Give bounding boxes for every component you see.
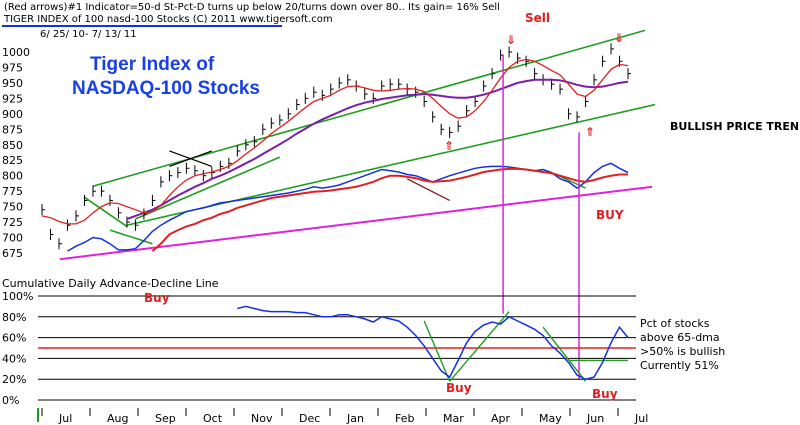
price-panel: 1000 975 950 925 900 875 850 825 800 775 750 725 700… [2,29,656,380]
pct-note-3: >50% is bullish [640,345,725,358]
x-tick-label: Apr [491,412,511,425]
ind-trend-up-1 [449,311,510,382]
x-axis: Jul Aug Sep Oct Nov Dec Jan Feb Mar Apr May Jun Jul [37,408,648,425]
x-tick-label: Oct [203,412,223,425]
buy-arrow-up-2: ⇑ [585,125,595,139]
short-trend-line-2 [109,229,153,245]
purple-moving-average [126,78,629,220]
bullish-price-trend-label: BULLISH PRICE TREND [670,120,800,133]
date-range: 6/ 25/ 10- 7/ 13/ 11 [40,29,137,40]
magenta-support-line [59,185,653,261]
x-tick-label: Aug [107,412,128,425]
ind-trend-down-1 [423,320,451,382]
x-tick-label: Jul [58,412,72,425]
price-y-tick: 875 [2,123,23,136]
lower-panel-title: Cumulative Daily Advance-Decline Line [2,277,219,290]
header-line-2: TIGER INDEX of 100 nasd-100 Stocks (C) 2… [3,14,333,25]
buy-arrow-up-1: ⇑ [444,139,454,153]
short-trend-line-1 [84,196,128,228]
indicator-y-tick: 100% [2,290,33,303]
pct-above-65dma-line [237,305,629,380]
price-y-tick: 900 [2,108,23,121]
x-tick-label: Sep [155,412,176,425]
x-tick-label: Mar [443,412,464,425]
price-y-tick: 975 [2,61,23,74]
x-tick-label: Jun [586,412,604,425]
buy-label-jun: Buy [592,387,618,401]
ad-decline-line [406,178,450,201]
indicator-y-tick: 0% [2,394,19,407]
chart-title-line-1: Tiger Index of [90,54,215,75]
price-y-tick: 1000 [2,46,30,59]
ad-line-blue [67,162,629,252]
x-tick-label: Feb [395,412,414,425]
price-y-tick: 850 [2,139,23,152]
price-y-tick: 950 [2,77,23,90]
pct-note-1: Pct of stocks [640,317,710,330]
x-tick-label: Jul [634,412,648,425]
price-y-tick: 750 [2,201,23,214]
ind-trend-down-2 [542,326,587,382]
ad-line-red-ma [151,167,628,252]
x-tick-label: May [539,412,562,425]
x-tick-label: Jan [346,412,364,425]
red-moving-average [41,58,629,225]
sell-label: Sell [525,11,550,25]
header-line-1: (Red arrows)#1 Indicator=50-d St-Pct-D t… [4,2,500,13]
price-y-tick: 925 [2,92,23,105]
pct-note-2: above 65-dma [640,331,720,344]
buy-label-upper: BUY [596,208,624,222]
x-tick-label: Dec [299,412,320,425]
sell-arrow-down-2: ⇓ [614,31,624,45]
buy-label-mar: Buy [446,381,472,395]
x-mark-2 [169,150,213,167]
price-y-tick: 800 [2,170,23,183]
indicator-y-tick: 80% [2,311,26,324]
price-y-tick: 775 [2,185,23,198]
x-tick-label: Nov [251,412,273,425]
sell-arrow-down-1: ⇓ [506,33,516,47]
indicator-y-tick: 60% [2,332,26,345]
indicator-y-tick: 20% [2,373,26,386]
price-y-tick: 825 [2,154,23,167]
chart-title-line-2: NASDAQ-100 Stocks [72,78,260,99]
pct-note-4: Currently 51% [640,359,719,372]
price-y-tick: 700 [2,232,23,245]
price-y-tick: 725 [2,216,23,229]
indicator-y-tick: 40% [2,352,26,365]
indicator-panel: 100% 80% 60% 40% 20% 0% [2,290,636,407]
price-y-tick: 675 [2,247,23,260]
buy-label-aug: Buy [144,291,170,305]
inner-trend-line [135,156,281,220]
